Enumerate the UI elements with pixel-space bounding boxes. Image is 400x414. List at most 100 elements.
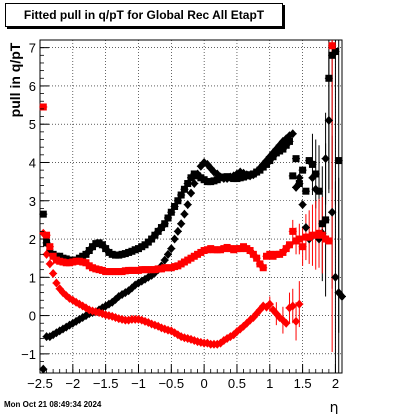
diamond-marker [321,154,330,164]
diamond-marker [42,249,51,259]
x-tick-label: 0 [201,376,208,391]
diamond-marker [292,316,301,326]
diamond-marker [187,188,195,198]
diamond-marker [183,200,192,210]
square-marker [302,187,310,195]
diamond-marker [295,173,304,183]
square-marker [85,247,93,255]
square-marker [148,235,156,243]
chart-title: Fitted pull in q/pT for Global Rec All E… [5,3,283,27]
square-marker [164,214,172,222]
square-marker [161,220,169,228]
square-marker [39,210,47,218]
square-marker [253,254,261,262]
square-marker [289,227,297,235]
x-tick-label: −0.5 [158,376,184,391]
square-marker [167,208,175,216]
square-marker [46,243,54,251]
square-marker [308,160,316,168]
diamond-marker [193,169,202,179]
square-marker [154,227,162,235]
y-tick-label: 6 [29,79,36,94]
diamond-marker [160,255,169,265]
square-marker [282,245,290,253]
square-marker [256,260,264,268]
timestamp: Mon Oct 21 08:49:34 2024 [4,400,102,409]
square-marker [335,157,343,165]
diamond-marker [338,291,346,301]
square-marker [279,248,287,256]
square-marker [43,239,51,247]
x-tick-label: −1 [131,376,146,391]
square-marker [328,51,336,59]
square-marker [315,187,323,195]
square-marker [295,235,303,243]
diamond-marker [301,223,310,233]
square-marker [82,250,90,258]
diamond-marker [49,268,58,278]
diamond-marker [308,173,317,183]
square-marker [318,231,326,239]
diamond-marker [288,129,297,139]
square-marker [299,166,307,174]
square-marker [325,74,333,82]
square-marker [318,220,326,228]
diamond-marker [292,182,301,192]
square-marker [295,180,303,188]
x-axis-label: η [330,400,339,414]
square-marker [43,231,51,239]
square-marker [285,137,293,145]
square-marker [157,224,165,232]
x-tick-label: 1.5 [294,376,312,391]
x-tick-label: 2 [332,376,339,391]
diamond-marker [288,301,297,311]
square-marker [180,185,188,193]
x-tick-label: −1.5 [93,376,119,391]
y-tick-label: 0 [29,309,36,324]
square-marker [151,231,159,239]
error-bars [39,40,346,373]
square-marker [177,191,185,199]
y-tick-label: 2 [29,232,36,247]
square-marker [279,145,287,153]
y-axis-label: pull in q/pT [7,42,23,117]
square-marker [312,170,320,178]
square-marker [102,245,110,253]
diamond-marker [190,179,199,189]
square-marker [331,47,339,55]
y-tick-label: 5 [29,117,36,132]
square-marker [98,241,106,249]
square-marker [282,141,290,149]
diamond-marker [282,318,291,328]
axes: −2.5 −2 −1.5 −1 −0.5 0 0.5 1 1.5 2 −1 0 1 2 3 4 5 6 7 [21,39,343,391]
square-marker [285,241,293,249]
diamond-marker [324,115,333,125]
y-tick-label: 4 [29,155,36,170]
square-marker [322,216,330,224]
y-tick-label: −1 [21,347,36,362]
square-marker [187,174,195,182]
diamond-marker [164,249,173,259]
grid-lines [40,40,342,373]
diamond-marker [180,209,189,219]
square-marker [249,250,257,258]
square-marker [328,42,336,50]
y-tick-label: 3 [29,194,36,209]
diamond-marker [58,324,67,334]
x-tick-label: −2.5 [27,376,53,391]
square-marker [246,247,254,255]
diamond-marker [170,234,179,244]
square-marker [289,172,297,180]
diamond-marker [173,226,182,236]
square-marker [49,252,57,260]
y-tick-label: 1 [29,270,36,285]
diamond-marker [311,184,320,194]
diamond-marker [331,272,340,282]
square-marker [325,237,333,245]
diamond-marker [298,200,307,210]
square-marker [292,155,300,163]
square-marker [171,203,179,210]
data-markers [39,42,346,374]
diamond-marker [177,219,186,229]
